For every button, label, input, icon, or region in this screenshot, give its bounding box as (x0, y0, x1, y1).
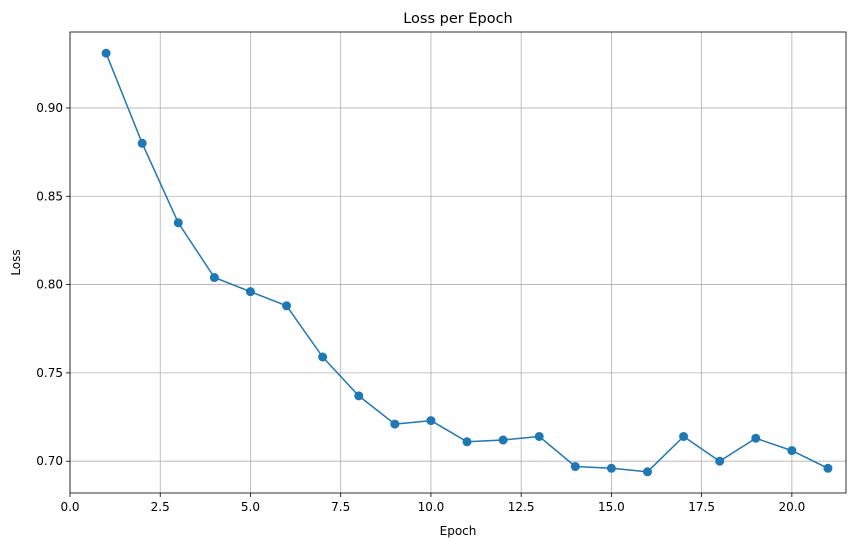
data-point (282, 301, 292, 311)
y-tick-label: 0.90 (36, 101, 63, 115)
data-point (354, 391, 364, 401)
y-tick-label: 0.75 (36, 366, 63, 380)
chart-title: Loss per Epoch (403, 11, 513, 27)
x-tick-label: 2.5 (151, 500, 170, 514)
data-point (245, 287, 255, 297)
x-tick-label: 0.0 (60, 500, 79, 514)
data-point (173, 218, 183, 228)
y-axis-label: Loss (9, 249, 23, 275)
data-point (751, 433, 761, 443)
data-point (137, 138, 147, 148)
data-point (209, 273, 219, 283)
data-point (534, 431, 544, 441)
axis-ticks: 0.0 2.5 5.0 7.5 10.0 12.5 15.0 17.5 20.0 0.70 0.75… (36, 101, 805, 514)
y-tick-label: 0.80 (36, 278, 63, 292)
data-point (823, 463, 833, 473)
data-point (462, 437, 472, 447)
x-tick-label: 12.5 (508, 500, 535, 514)
series-layer (101, 48, 833, 477)
data-point (101, 48, 111, 58)
x-tick-label: 17.5 (688, 500, 715, 514)
data-point (715, 456, 725, 466)
plot-frame (69, 31, 847, 494)
x-tick-label: 7.5 (331, 500, 350, 514)
x-tick-label: 10.0 (418, 500, 445, 514)
x-tick-label: 5.0 (241, 500, 260, 514)
x-tick-label: 20.0 (779, 500, 806, 514)
data-point (318, 352, 328, 362)
data-point (390, 419, 400, 429)
data-point (606, 463, 616, 473)
data-point (642, 467, 652, 477)
x-tick-label: 15.0 (598, 500, 625, 514)
y-tick-label: 0.70 (36, 454, 63, 468)
data-point (787, 446, 797, 456)
data-point (679, 431, 689, 441)
data-point (570, 462, 580, 472)
data-point (426, 416, 436, 426)
data-point (498, 435, 508, 445)
x-axis-label: Epoch (440, 524, 477, 538)
y-tick-label: 0.85 (36, 189, 63, 203)
